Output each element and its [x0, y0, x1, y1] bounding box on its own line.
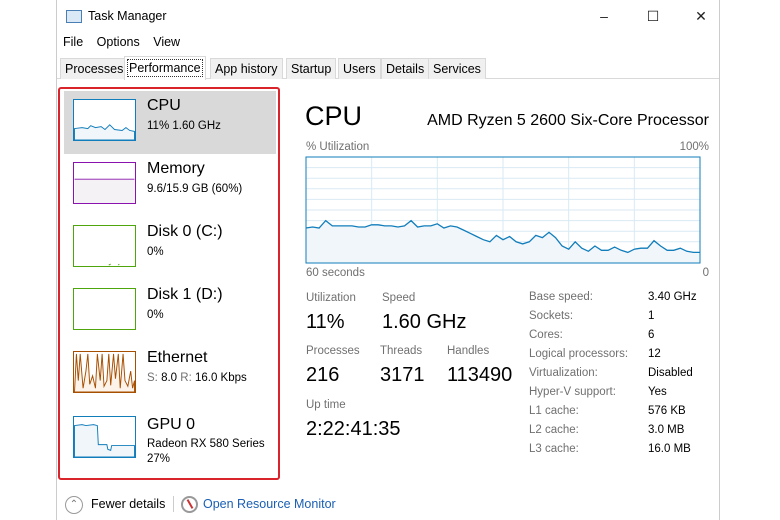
task-manager-window: Task Manager – ☐ ✕ File Options View Pro…: [56, 0, 720, 520]
disk-1-summary: 0%: [147, 309, 164, 321]
spec-value: 6: [648, 329, 655, 341]
disk-0-thumbnail-graph: [73, 225, 136, 267]
receive-label: R:: [180, 372, 192, 384]
handles-value: 113490: [447, 364, 513, 386]
disk-0-summary: 0%: [147, 246, 164, 258]
sidebar-item-gpu-0[interactable]: GPU 0 Radeon RX 580 Series 27%: [64, 406, 276, 476]
sidebar-item-ethernet[interactable]: Ethernet S: 8.0 R: 16.0 Kbps: [64, 343, 276, 406]
spec-values: 3.40 GHz 1 6 12 Disabled Yes 576 KB 3.0 …: [648, 288, 697, 459]
gpu-0-thumbnail-graph: [73, 416, 136, 458]
graph-max-label: 100%: [679, 141, 709, 153]
spec-value: 3.40 GHz: [648, 291, 697, 303]
disk-0-label: Disk 0 (C:): [147, 223, 223, 240]
spec-value: 3.0 MB: [648, 424, 685, 436]
threads-value: 3171: [380, 364, 425, 386]
window-title: Task Manager: [88, 9, 167, 23]
utilization-value: 11%: [306, 311, 345, 333]
cpu-thumbnail-graph: [73, 99, 136, 141]
spec-key: Cores:: [529, 329, 563, 341]
utilization-area: [306, 220, 700, 263]
memory-thumbnail-graph: [73, 162, 136, 204]
spec-key: Base speed:: [529, 291, 593, 303]
cpu-label: CPU: [147, 97, 181, 114]
cpu-utilization-graph: [305, 156, 701, 264]
uptime-value: 2:22:41:35: [306, 418, 401, 440]
spec-value: Yes: [648, 386, 667, 398]
tab-users[interactable]: Users: [338, 58, 381, 79]
spec-value: 576 KB: [648, 405, 686, 417]
menu-bar: File Options View: [63, 35, 190, 49]
spec-key: Hyper-V support:: [529, 386, 616, 398]
tab-details[interactable]: Details: [381, 58, 430, 79]
open-resource-monitor-link[interactable]: Open Resource Monitor: [203, 497, 336, 511]
tab-performance[interactable]: Performance: [124, 56, 206, 80]
spec-key: Sockets:: [529, 310, 574, 322]
fewer-details-button[interactable]: Fewer details: [91, 497, 166, 511]
speed-value: 1.60 GHz: [382, 311, 467, 333]
sidebar-item-disk-1[interactable]: Disk 1 (D:) 0%: [64, 280, 276, 343]
spec-value: Disabled: [648, 367, 693, 379]
close-icon[interactable]: ✕: [695, 8, 707, 24]
ethernet-label: Ethernet: [147, 349, 208, 366]
resource-monitor-icon: [181, 496, 198, 513]
menu-options[interactable]: Options: [96, 35, 140, 49]
page-title: CPU: [305, 101, 363, 131]
graph-y-label: % Utilization: [306, 141, 370, 153]
sidebar-item-memory[interactable]: Memory 9.6/15.9 GB (60%): [64, 154, 276, 217]
gpu-0-model: Radeon RX 580 Series: [147, 438, 265, 450]
handles-label: Handles: [447, 345, 490, 357]
send-value: 8.0: [161, 372, 178, 384]
memory-label: Memory: [147, 160, 205, 177]
minimize-icon[interactable]: –: [600, 8, 608, 24]
tab-app-history[interactable]: App history: [210, 58, 283, 79]
spec-value: 12: [648, 348, 661, 360]
chevron-up-icon[interactable]: ⌃: [65, 496, 83, 514]
uptime-label: Up time: [306, 399, 346, 411]
processes-label: Processes: [306, 345, 360, 357]
receive-value: 16.0 Kbps: [194, 372, 247, 384]
title-bar: Task Manager – ☐ ✕: [57, 0, 719, 32]
cpu-summary: 11% 1.60 GHz: [147, 120, 221, 132]
divider: [173, 496, 174, 512]
tab-processes[interactable]: Processes: [60, 58, 129, 79]
sidebar-item-cpu[interactable]: CPU 11% 1.60 GHz: [64, 91, 276, 154]
utilization-label: Utilization: [306, 292, 356, 304]
spec-key: L3 cache:: [529, 443, 579, 455]
memory-summary: 9.6/15.9 GB (60%): [147, 183, 243, 195]
spec-key: Virtualization:: [529, 367, 598, 379]
task-manager-icon: [66, 10, 82, 23]
processor-name: AMD Ryzen 5 2600 Six-Core Processor: [427, 112, 709, 129]
tab-bar: Processes Performance App history Startu…: [57, 56, 719, 80]
spec-value: 1: [648, 310, 655, 322]
threads-label: Threads: [380, 345, 423, 357]
gpu-0-label: GPU 0: [147, 416, 196, 433]
graph-min-label: 0: [702, 267, 709, 279]
speed-label: Speed: [382, 292, 416, 304]
spec-key: L1 cache:: [529, 405, 579, 417]
tab-startup[interactable]: Startup: [286, 58, 337, 79]
graph-time-label: 60 seconds: [306, 267, 365, 279]
ethernet-summary: S: 8.0 R: 16.0 Kbps: [147, 371, 247, 386]
sidebar-item-disk-0[interactable]: Disk 0 (C:) 0%: [64, 217, 276, 280]
resource-sidebar: CPU 11% 1.60 GHz Memory 9.6/15.9 GB (60%…: [58, 87, 280, 480]
spec-key: Logical processors:: [529, 348, 629, 360]
menu-view[interactable]: View: [153, 35, 181, 49]
graph-border: [305, 156, 701, 264]
utilization-line: [305, 219, 700, 254]
disk-1-thumbnail-graph: [73, 288, 136, 330]
gpu-0-usage: 27%: [147, 453, 171, 465]
disk-1-label: Disk 1 (D:): [147, 286, 223, 303]
send-label: S:: [147, 372, 158, 384]
tab-services[interactable]: Services: [428, 58, 486, 79]
ethernet-thumbnail-graph: [73, 351, 136, 393]
spec-key: L2 cache:: [529, 424, 579, 436]
menu-file[interactable]: File: [63, 35, 84, 49]
maximize-icon[interactable]: ☐: [646, 8, 660, 24]
spec-keys: Base speed: Sockets: Cores: Logical proc…: [529, 288, 628, 459]
spec-value: 16.0 MB: [648, 443, 691, 455]
processes-value: 216: [306, 364, 340, 386]
